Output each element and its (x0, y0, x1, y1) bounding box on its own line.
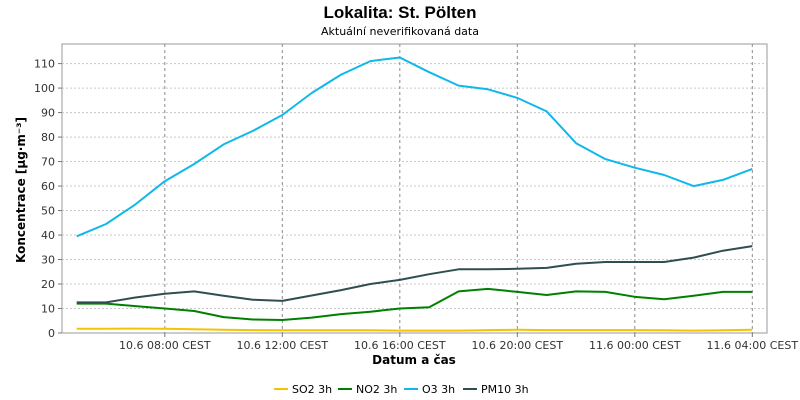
y-tick-label: 0 (48, 327, 55, 340)
y-tick-label: 80 (41, 131, 55, 144)
legend-item-label: SO2 3h (292, 383, 332, 396)
series-line-so2-3h (76, 327, 753, 332)
chart-title: Lokalita: St. Pölten (323, 3, 476, 22)
y-axis: 0 10 20 30 40 50 60 70 80 90 100 110 (34, 58, 62, 340)
x-tick-label: 10.6 20:00 CEST (472, 339, 564, 352)
legend-item-label: O3 3h (422, 383, 455, 396)
y-tick-label: 40 (41, 229, 55, 242)
y-tick-label: 30 (41, 254, 55, 267)
y-tick-label: 100 (34, 82, 55, 95)
series-line-pm10-3h (76, 245, 753, 304)
x-tick-label: 10.6 12:00 CEST (237, 339, 329, 352)
x-tick-label: 11.6 00:00 CEST (589, 339, 681, 352)
series-lines (76, 56, 753, 332)
series-line-o3-3h (76, 56, 753, 238)
y-tick-label: 50 (41, 205, 55, 218)
x-tick-label: 10.6 16:00 CEST (354, 339, 446, 352)
x-tick-label: 11.6 04:00 CEST (707, 339, 799, 352)
y-tick-label: 90 (41, 107, 55, 120)
x-axis-label: Datum a čas (372, 353, 456, 367)
plot-area (61, 43, 768, 334)
y-tick-label: 10 (41, 303, 55, 316)
y-axis-label: Koncentrace [µg·m⁻³] (14, 117, 28, 263)
y-tick-label: 20 (41, 278, 55, 291)
grid (62, 44, 767, 333)
chart-subtitle: Aktuální neverifikovaná data (321, 25, 479, 38)
x-tick-label: 10.6 08:00 CEST (119, 339, 211, 352)
x-axis: 10.6 08:00 CEST 10.6 12:00 CEST 10.6 16:00… (119, 333, 798, 352)
legend-item-label: PM10 3h (481, 383, 529, 396)
series-line-no2-3h (76, 287, 753, 321)
legend-item-label: NO2 3h (356, 383, 397, 396)
y-tick-label: 110 (34, 58, 55, 71)
y-tick-label: 60 (41, 180, 55, 193)
y-tick-label: 70 (41, 156, 55, 169)
legend: SO2 3h NO2 3h O3 3h PM10 3h (274, 383, 529, 396)
